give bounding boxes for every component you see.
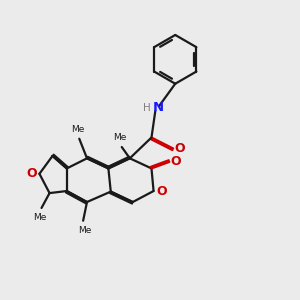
Text: Me: Me [78, 226, 91, 235]
Text: O: O [170, 155, 181, 168]
Text: O: O [27, 167, 37, 180]
Text: Me: Me [33, 213, 47, 222]
Text: N: N [153, 101, 164, 114]
Text: Me: Me [114, 133, 127, 142]
Text: O: O [156, 184, 166, 197]
Text: O: O [174, 142, 185, 155]
Text: Me: Me [71, 125, 85, 134]
Text: H: H [143, 103, 151, 113]
